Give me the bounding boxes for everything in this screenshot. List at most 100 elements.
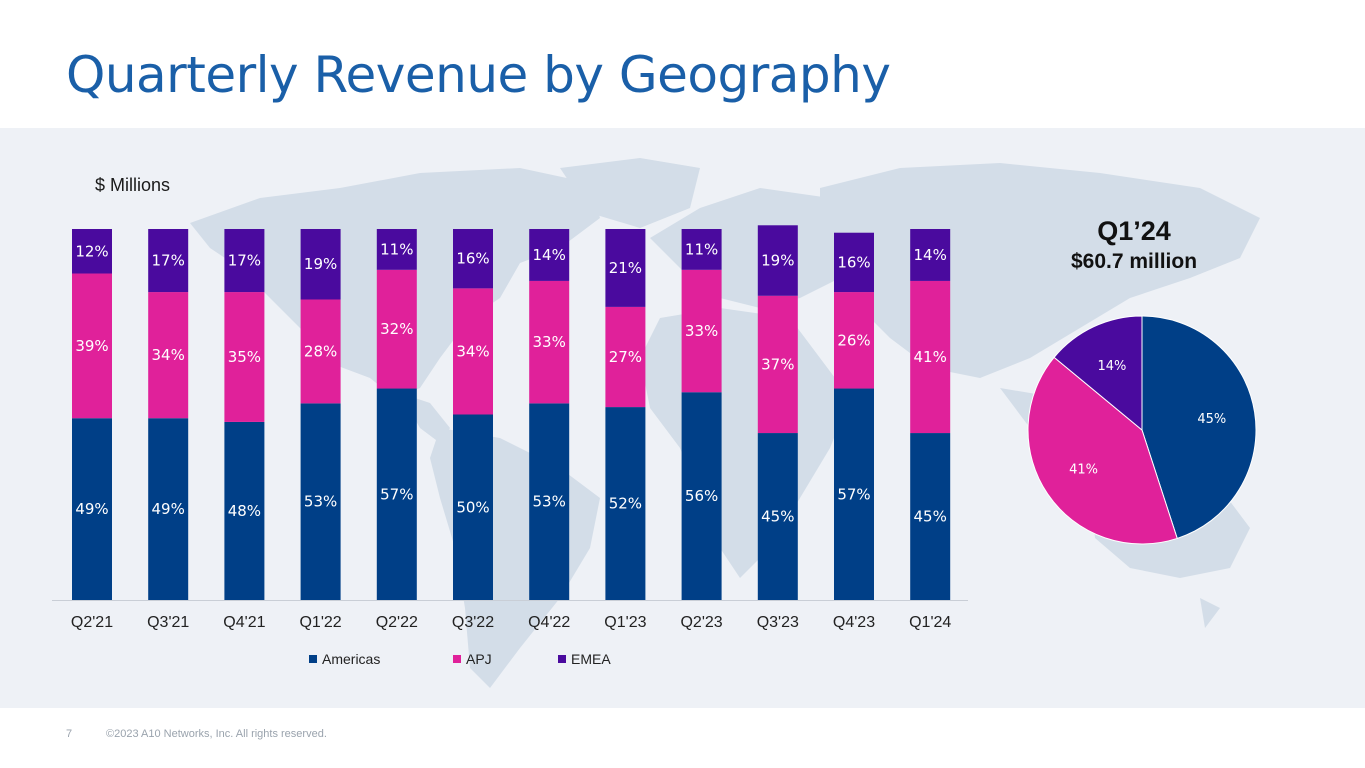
bar-data-label: 34%	[456, 342, 489, 360]
bar-segment-emea	[453, 229, 493, 289]
x-tick-label: Q2'22	[376, 614, 418, 631]
bar-segment-apj	[453, 288, 493, 415]
page-number: 7	[66, 728, 73, 740]
bar-segment-americas	[910, 433, 951, 600]
bar-data-label: 34%	[152, 346, 185, 364]
bar-segment-americas	[757, 433, 798, 600]
bar-data-label: 33%	[533, 333, 566, 351]
bar-data-label: 12%	[75, 242, 108, 260]
page-title: Quarterly Revenue by Geography	[66, 46, 891, 104]
legend-item-emea: EMEA	[558, 651, 611, 667]
bar-data-label: 14%	[533, 246, 566, 264]
bar-segment-emea	[224, 229, 265, 293]
bar-segment-americas	[605, 407, 646, 600]
bar-data-label: 57%	[837, 485, 870, 503]
bar-data-label: 35%	[228, 348, 261, 366]
bar-segment-emea	[681, 229, 722, 270]
legend-swatch-apj	[453, 655, 461, 663]
bar-segment-emea	[605, 229, 646, 307]
bar-segment-emea	[72, 229, 112, 274]
bar-data-label: 21%	[609, 259, 642, 277]
bar-segment-apj	[148, 292, 189, 419]
bar-segment-emea	[300, 229, 341, 300]
x-tick-label: Q3'21	[147, 614, 189, 631]
bar-segment-apj	[681, 269, 722, 393]
bar-data-label: 53%	[304, 493, 337, 511]
bar-data-label: 41%	[914, 348, 947, 366]
pie-slice-emea	[1053, 315, 1143, 432]
x-tick-label: Q2'21	[71, 614, 113, 631]
bar-segment-apj	[224, 292, 265, 422]
bar-segment-apj	[834, 292, 874, 389]
bar-segment-emea	[910, 229, 951, 281]
bar-segment-americas	[148, 418, 189, 600]
x-tick-label: Q3'22	[452, 614, 494, 631]
legend-swatch-americas	[309, 655, 317, 663]
bar-segment-emea	[376, 229, 417, 270]
legend-item-americas: Americas	[309, 651, 380, 667]
bar-segment-apj	[605, 306, 646, 408]
stacked-bar-chart: 49% 39% 12% Q2'21 49% 34% 17% Q3'21 48% 35% 17% Q4'…	[52, 225, 968, 631]
bar-data-label: 19%	[304, 255, 337, 273]
bar-data-label: 50%	[456, 498, 489, 516]
bar-segment-apj	[376, 269, 417, 389]
bar-segment-americas	[834, 388, 874, 600]
bar-data-label: 14%	[914, 246, 947, 264]
pie-slice-label: 45%	[1197, 412, 1226, 427]
bar-data-label: 53%	[533, 493, 566, 511]
pie-slice-apj	[1027, 356, 1178, 545]
bar-data-label: 57%	[380, 485, 413, 503]
bar-segment-apj	[757, 295, 798, 434]
x-tick-label: Q4'23	[833, 614, 875, 631]
bar-segment-apj	[72, 273, 112, 419]
chart-panel: $ Millions 49% 39% 12% Q2'21 49% 34% 17% Q3'21 4…	[0, 128, 1365, 708]
bar-segment-americas	[300, 403, 341, 600]
bar-segment-americas	[376, 388, 417, 600]
pie-slice-label: 41%	[1069, 463, 1098, 478]
bar-segment-emea	[757, 225, 798, 296]
bar-data-label: 39%	[75, 337, 108, 355]
legend-swatch-emea	[558, 655, 566, 663]
bar-segment-americas	[681, 392, 722, 600]
pie-title: Q1’24	[1097, 216, 1171, 246]
bar-data-label: 45%	[914, 508, 947, 526]
bar-segment-emea	[529, 229, 570, 281]
copyright-notice: ©2023 A10 Networks, Inc. All rights rese…	[106, 728, 327, 740]
bar-data-label: 48%	[228, 502, 261, 520]
pie-chart: 45% 41% 14%	[1027, 315, 1257, 545]
x-tick-label: Q2'23	[680, 614, 722, 631]
bar-segment-apj	[300, 299, 341, 404]
unit-label: $ Millions	[95, 175, 171, 195]
bar-data-label: 11%	[685, 240, 718, 258]
bar-data-label: 45%	[761, 508, 794, 526]
bar-data-label: 11%	[380, 240, 413, 258]
legend-item-apj: APJ	[453, 651, 492, 667]
pie-subtitle: $60.7 million	[1070, 250, 1198, 273]
bar-data-label: 52%	[609, 495, 642, 513]
bar-data-label: 49%	[75, 500, 108, 518]
bar-segment-americas	[529, 403, 570, 600]
legend-label-americas: Americas	[322, 651, 381, 667]
bar-data-label: 49%	[152, 500, 185, 518]
bar-segment-apj	[910, 280, 951, 434]
legend-label-apj: APJ	[466, 651, 492, 667]
bar-segment-americas	[224, 421, 265, 600]
bar-segment-americas	[453, 414, 493, 600]
legend-label-emea: EMEA	[571, 651, 611, 667]
pie-slice-label: 14%	[1097, 359, 1126, 374]
x-tick-label: Q1'24	[909, 614, 951, 631]
bar-data-label: 16%	[837, 253, 870, 271]
x-tick-label: Q4'21	[223, 614, 265, 631]
map-greenland	[560, 158, 700, 228]
bar-data-label: 32%	[380, 320, 413, 338]
bar-data-label: 56%	[685, 487, 718, 505]
bar-data-label: 28%	[304, 342, 337, 360]
map-new-zealand	[1200, 598, 1220, 628]
bar-data-label: 19%	[761, 252, 794, 270]
bar-data-label: 26%	[837, 331, 870, 349]
x-tick-label: Q1'23	[604, 614, 646, 631]
x-tick-label: Q1'22	[299, 614, 341, 631]
bar-data-label: 17%	[152, 252, 185, 270]
bar-segment-apj	[529, 280, 570, 404]
x-tick-label: Q4'22	[528, 614, 570, 631]
